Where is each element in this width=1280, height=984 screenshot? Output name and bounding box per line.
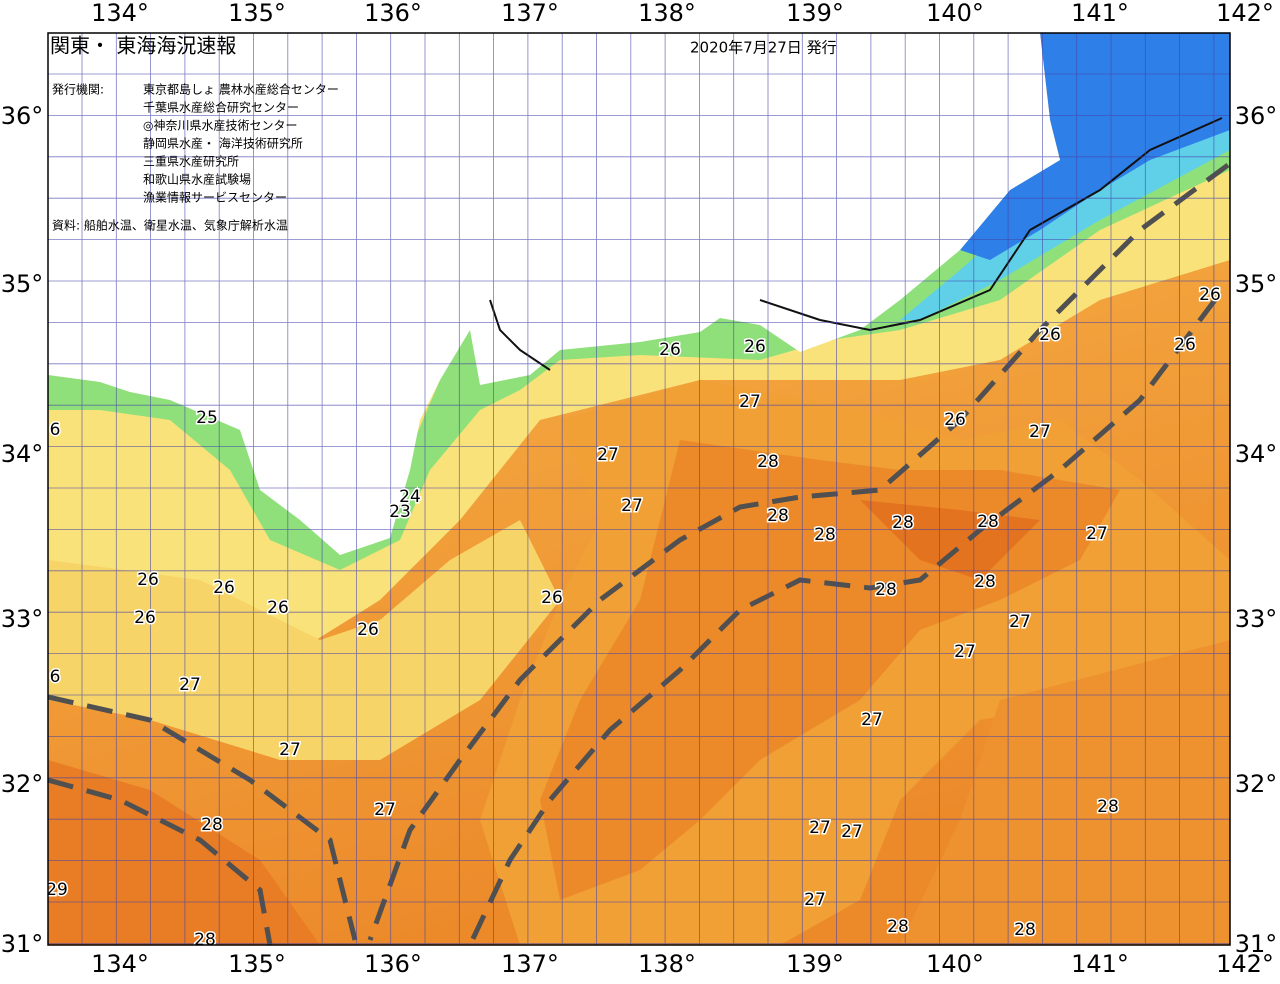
longitude-label: 141°	[1071, 950, 1129, 978]
source: 資料: 船舶水温、衛星水温、気象庁解析水温	[52, 218, 288, 233]
issue-date: 2020年7月27日 発行	[690, 39, 837, 57]
contour-label: 27	[279, 740, 301, 760]
latitude-label: 36°	[1, 102, 44, 130]
contour-label: 27	[1029, 422, 1051, 442]
map-frame	[47, 32, 1231, 946]
latitude-label: 33°	[1, 605, 44, 633]
title: 関東・ 東海海況速報	[50, 34, 236, 58]
contour-label: 26	[744, 337, 766, 357]
longitude-label: 142°	[1216, 0, 1274, 27]
latitude-label: 35°	[1, 270, 44, 298]
contour-label: 27	[861, 710, 883, 730]
contour-label: 26	[541, 588, 563, 608]
contour-label: 28	[814, 525, 836, 545]
contour-label: 27	[809, 818, 831, 838]
longitude-label: 140°	[926, 0, 984, 27]
contour-label: 28	[892, 513, 914, 533]
longitude-label: 135°	[228, 0, 286, 27]
longitude-label: 139°	[786, 0, 844, 27]
contour-label: 28	[757, 452, 779, 472]
contour-label: 27	[374, 800, 396, 820]
latitude-label: 36°	[1235, 102, 1278, 130]
contour-label: 26	[1039, 325, 1061, 345]
grid	[48, 33, 1230, 945]
contour-label: 26	[944, 410, 966, 430]
issuer: 和歌山県水産試験場	[143, 172, 251, 187]
longitude-label: 136°	[364, 0, 422, 27]
contour-label: 27	[179, 675, 201, 695]
issuer: 静岡県水産・ 海洋技術研究所	[143, 136, 303, 151]
longitude-label: 140°	[926, 950, 984, 978]
latitude-label: 34°	[1, 440, 44, 468]
contour-label: 26	[137, 570, 159, 590]
issuer: ◎神奈川県水産技術センター	[143, 118, 297, 133]
contour-label: 27	[597, 445, 619, 465]
contour-label: 27	[1086, 524, 1108, 544]
issuer: 東京都島しょ 農林水産総合センター	[143, 82, 339, 97]
contour-label: 27	[804, 890, 826, 910]
longitude-label: 142°	[1216, 950, 1274, 978]
latitude-label: 33°	[1235, 605, 1278, 633]
latitude-label: 34°	[1235, 440, 1278, 468]
contour-label: 28	[977, 512, 999, 532]
latitude-label: 32°	[1235, 770, 1278, 798]
contour-label: 23	[389, 502, 411, 522]
longitude-label: 137°	[501, 950, 559, 978]
contour-label: 26	[213, 578, 235, 598]
longitude-label: 134°	[91, 0, 149, 27]
contour-label: 26	[659, 340, 681, 360]
contour-label: 27	[739, 392, 761, 412]
contour-label: 27	[621, 496, 643, 516]
contour-label: 29	[46, 880, 68, 900]
contour-label: 26	[1199, 285, 1221, 305]
issuer: 漁業情報サービスセンター	[143, 191, 287, 205]
contour-label: 27	[1009, 612, 1031, 632]
latitude-label: 32°	[1, 770, 44, 798]
issuer-label: 発行機関:	[52, 82, 104, 97]
latitude-label: 35°	[1235, 270, 1278, 298]
longitude-label: 137°	[501, 0, 559, 27]
longitude-label: 135°	[228, 950, 286, 978]
contour-label: 28	[1014, 920, 1036, 940]
contour-label: 6	[50, 667, 61, 687]
contour-label: 27	[954, 642, 976, 662]
contour-label: 25	[196, 408, 218, 428]
issuer: 三重県水産研究所	[143, 154, 239, 169]
contour-label: 28	[767, 506, 789, 526]
sea-surface: 26 26 27 26 27 26 26 26 27 27 28 28 28 28 28 27 28 28 27 27…	[46, 33, 1230, 950]
latitude-label: 31°	[1, 930, 44, 958]
longitude-label: 138°	[638, 950, 696, 978]
contour-label: 28	[974, 572, 996, 592]
longitude-label: 134°	[91, 950, 149, 978]
contour-label: 6	[50, 420, 61, 440]
contour-label: 28	[194, 930, 216, 950]
current-axis	[48, 162, 1230, 945]
contour-label: 28	[1097, 797, 1119, 817]
issuer: 千葉県水産総合研究センター	[143, 100, 299, 115]
longitude-label: 139°	[786, 950, 844, 978]
contour-label: 26	[267, 598, 289, 618]
latitude-label: 31°	[1235, 930, 1278, 958]
contour-label: 28	[201, 815, 223, 835]
longitude-label: 141°	[1071, 0, 1129, 27]
contour-label: 28	[887, 917, 909, 937]
longitude-label: 136°	[364, 950, 422, 978]
contour-label: 26	[357, 620, 379, 640]
longitude-label: 138°	[638, 0, 696, 27]
contour-label: 28	[875, 580, 897, 600]
contour-label: 26	[1174, 335, 1196, 355]
contour-label: 27	[841, 822, 863, 842]
contour-label: 24	[399, 487, 421, 507]
contour-label: 26	[134, 608, 156, 628]
